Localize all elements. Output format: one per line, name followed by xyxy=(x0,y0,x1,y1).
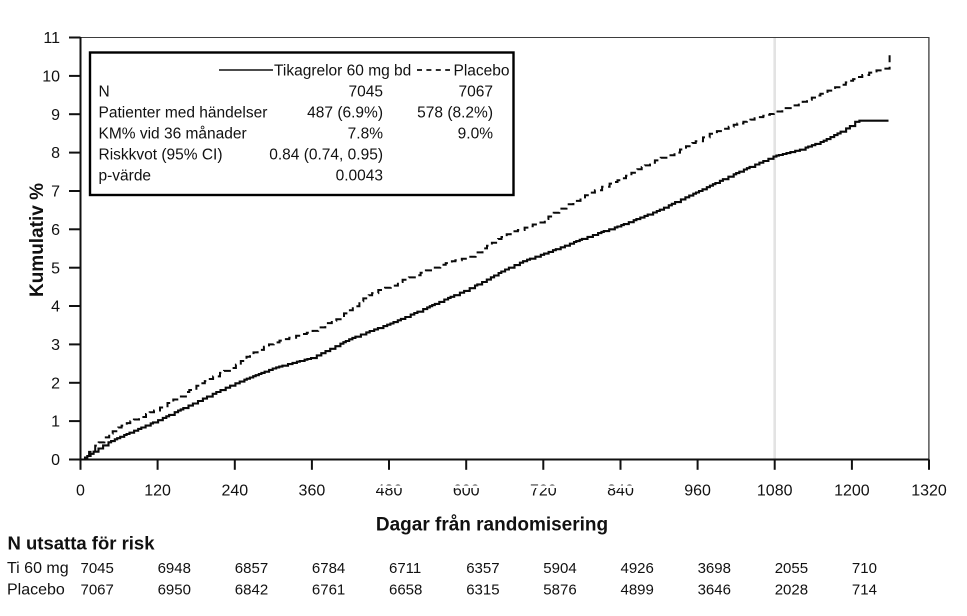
svg-text:Ti 60 mg: Ti 60 mg xyxy=(7,560,69,577)
svg-text:N utsatta för risk: N utsatta för risk xyxy=(8,533,156,554)
svg-text:0: 0 xyxy=(76,483,85,500)
svg-text:0.0043: 0.0043 xyxy=(336,168,383,185)
svg-text:7: 7 xyxy=(51,184,60,201)
svg-text:6784: 6784 xyxy=(312,560,345,577)
svg-text:5904: 5904 xyxy=(543,560,576,577)
svg-text:Kumulativ %: Kumulativ % xyxy=(27,183,48,297)
svg-text:8: 8 xyxy=(51,145,60,162)
svg-text:480: 480 xyxy=(376,483,403,500)
svg-text:1320: 1320 xyxy=(911,483,947,500)
svg-text:578 (8.2%): 578 (8.2%) xyxy=(417,105,493,122)
svg-text:720: 720 xyxy=(530,483,557,500)
svg-text:4926: 4926 xyxy=(621,560,654,577)
svg-text:Placebo: Placebo xyxy=(7,582,65,599)
svg-text:Patienter med händelser: Patienter med händelser xyxy=(99,105,268,122)
svg-text:Dagar från randomisering: Dagar från randomisering xyxy=(376,515,608,536)
svg-text:3646: 3646 xyxy=(698,582,731,599)
svg-text:6842: 6842 xyxy=(235,582,268,599)
svg-text:7067: 7067 xyxy=(459,84,493,101)
svg-text:9.0%: 9.0% xyxy=(458,126,494,143)
svg-text:N: N xyxy=(99,84,110,101)
svg-text:6: 6 xyxy=(51,222,60,239)
svg-text:3698: 3698 xyxy=(698,560,731,577)
svg-text:2: 2 xyxy=(51,375,60,392)
svg-text:6761: 6761 xyxy=(312,582,345,599)
svg-text:6950: 6950 xyxy=(158,582,191,599)
svg-text:5876: 5876 xyxy=(543,582,576,599)
svg-text:7067: 7067 xyxy=(81,582,114,599)
svg-text:KM% vid 36 månader: KM% vid 36 månader xyxy=(99,126,247,143)
svg-text:6658: 6658 xyxy=(389,582,422,599)
svg-text:Placebo: Placebo xyxy=(454,63,510,80)
svg-text:1: 1 xyxy=(51,414,60,431)
svg-text:960: 960 xyxy=(684,483,711,500)
svg-text:487 (6.9%): 487 (6.9%) xyxy=(307,105,383,122)
svg-text:9: 9 xyxy=(51,107,60,124)
svg-text:240: 240 xyxy=(221,483,248,500)
svg-text:11: 11 xyxy=(43,30,60,47)
svg-text:10: 10 xyxy=(42,69,60,86)
svg-text:360: 360 xyxy=(299,483,326,500)
svg-text:4899: 4899 xyxy=(621,582,654,599)
svg-text:6711: 6711 xyxy=(389,560,421,577)
svg-text:7045: 7045 xyxy=(349,84,383,101)
svg-text:0: 0 xyxy=(51,452,60,469)
svg-text:1080: 1080 xyxy=(757,483,793,500)
svg-text:6357: 6357 xyxy=(466,560,499,577)
svg-text:7.8%: 7.8% xyxy=(348,126,384,143)
svg-text:Tikagrelor 60 mg bd: Tikagrelor 60 mg bd xyxy=(274,63,411,80)
svg-text:5: 5 xyxy=(51,260,60,277)
svg-text:3: 3 xyxy=(51,337,60,354)
svg-text:0.84 (0.74, 0.95): 0.84 (0.74, 0.95) xyxy=(269,147,383,164)
svg-text:Riskkvot (95% CI): Riskkvot (95% CI) xyxy=(99,147,223,164)
svg-text:7045: 7045 xyxy=(81,560,114,577)
svg-text:714: 714 xyxy=(852,582,877,599)
svg-text:2055: 2055 xyxy=(775,560,808,577)
svg-text:6948: 6948 xyxy=(158,560,191,577)
svg-text:6857: 6857 xyxy=(235,560,268,577)
svg-text:4: 4 xyxy=(51,299,60,316)
svg-text:2028: 2028 xyxy=(775,582,808,599)
svg-text:600: 600 xyxy=(453,483,480,500)
svg-text:120: 120 xyxy=(144,483,171,500)
svg-text:6315: 6315 xyxy=(466,582,499,599)
svg-text:p-värde: p-värde xyxy=(99,168,152,185)
svg-text:710: 710 xyxy=(852,560,877,577)
svg-text:1200: 1200 xyxy=(834,483,870,500)
svg-text:840: 840 xyxy=(607,483,634,500)
